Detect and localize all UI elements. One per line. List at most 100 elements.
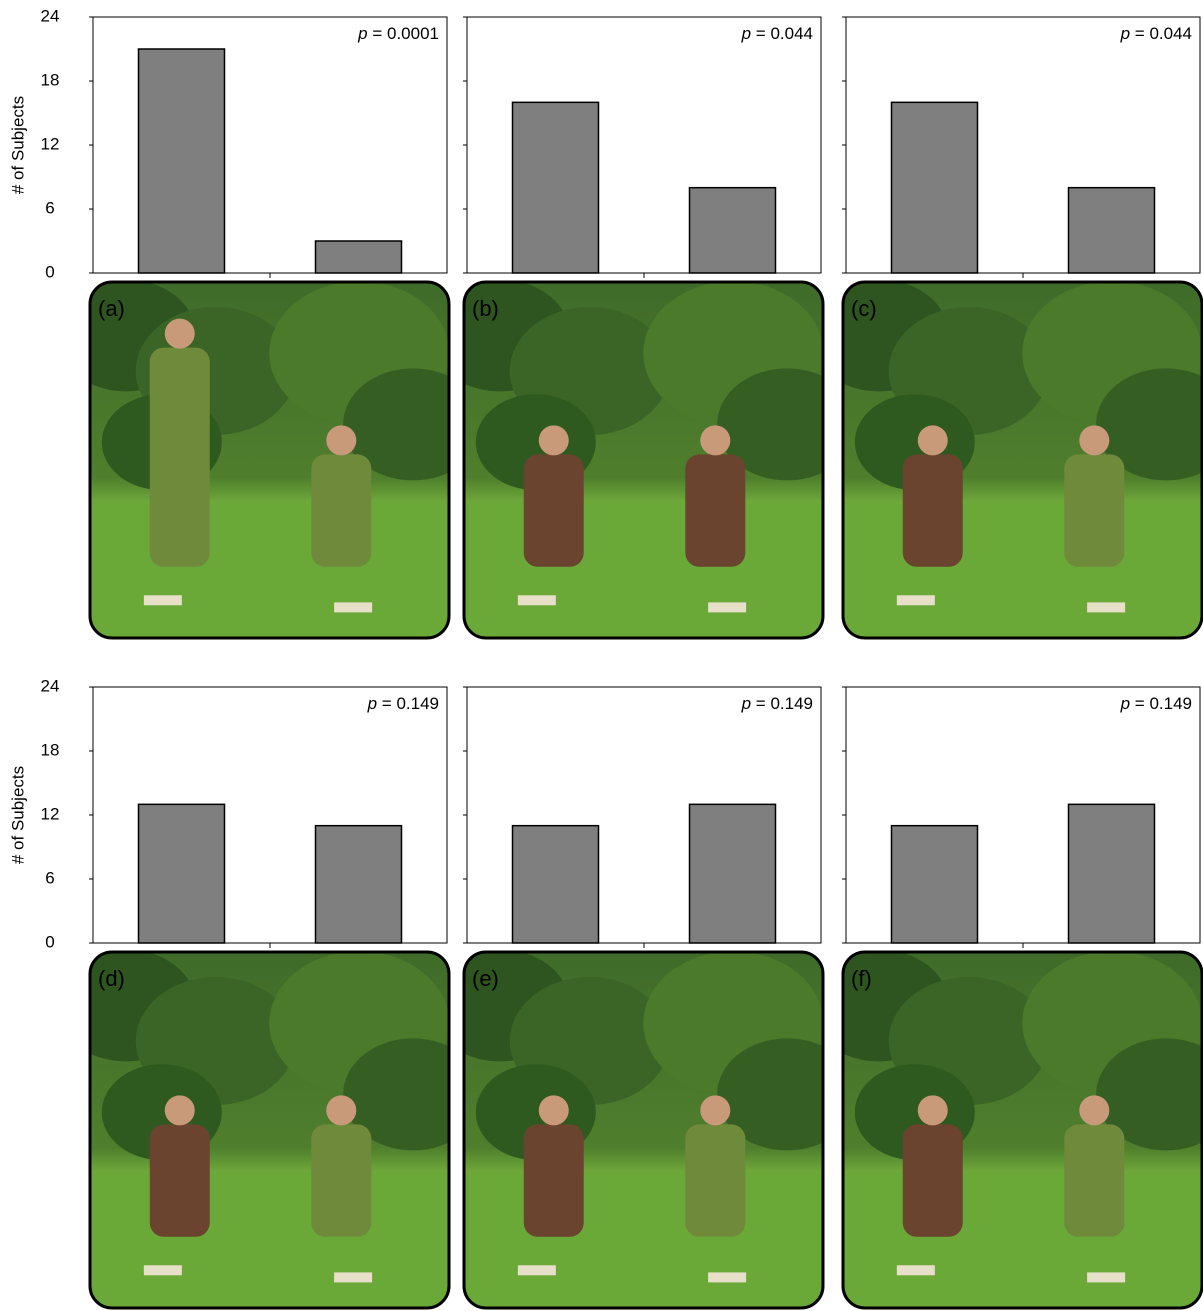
person-body	[902, 1124, 963, 1237]
annotation-text: = 0.149	[756, 694, 813, 713]
person-head	[1079, 1095, 1110, 1126]
photo-content	[843, 282, 1202, 638]
person-head	[164, 318, 195, 349]
photo-frame	[841, 950, 1203, 1310]
bar	[137, 803, 226, 944]
person-body	[149, 1124, 210, 1237]
person-head	[700, 425, 731, 456]
y-tick-label: 6	[45, 868, 54, 887]
y-tick-label: 6	[45, 198, 54, 217]
photo-content	[90, 282, 449, 638]
person-head	[538, 425, 569, 456]
y-tick-label: 0	[45, 932, 54, 951]
lawn	[843, 1172, 1202, 1308]
panel-label: (c)	[851, 296, 877, 321]
annotation: p = 0.149	[741, 694, 813, 713]
marker-card	[143, 1265, 182, 1276]
person-body	[523, 454, 584, 567]
photo: (c)	[841, 280, 1203, 640]
person-head	[326, 1095, 357, 1126]
lawn	[90, 1172, 449, 1308]
bar	[890, 101, 979, 274]
marker-card	[896, 1265, 935, 1276]
marker-card	[1087, 1272, 1126, 1283]
bar	[1067, 186, 1156, 274]
photo-frame	[462, 950, 825, 1310]
bar	[890, 824, 979, 944]
photo: (e)	[462, 950, 825, 1310]
marker-card	[708, 1272, 747, 1283]
photo-frame	[462, 280, 825, 640]
lawn	[464, 502, 823, 638]
bar	[314, 824, 403, 944]
person-body	[1064, 454, 1125, 567]
y-tick-label: 24	[41, 6, 60, 25]
annotation-symbol: p	[1120, 24, 1130, 43]
annotation-text: = 0.149	[382, 694, 439, 713]
marker-card	[708, 602, 747, 613]
annotation: p = 0.044	[741, 24, 813, 43]
photo-content	[90, 952, 449, 1308]
bar	[511, 101, 600, 274]
marker-card	[517, 595, 556, 606]
panel-label: (d)	[98, 966, 125, 991]
person-body	[685, 454, 746, 567]
annotation-text: = 0.044	[756, 24, 813, 43]
person-head	[164, 1095, 195, 1126]
person-body	[311, 454, 372, 567]
marker-card	[1087, 602, 1126, 613]
person-head	[1079, 425, 1110, 456]
annotation-symbol: p	[741, 24, 751, 43]
photo-frame	[88, 280, 451, 640]
annotation: p = 0.149	[367, 694, 439, 713]
photo-content	[464, 282, 823, 638]
person-head	[917, 425, 948, 456]
y-tick-label: 0	[45, 262, 54, 281]
marker-card	[334, 602, 373, 613]
marker-card	[143, 595, 182, 606]
panel-label: (f)	[851, 966, 872, 991]
bar	[688, 186, 777, 274]
person-head	[326, 425, 357, 456]
bar	[1067, 803, 1156, 944]
bar	[688, 803, 777, 944]
person-head	[917, 1095, 948, 1126]
marker-card	[517, 1265, 556, 1276]
person-head	[538, 1095, 569, 1126]
lawn	[843, 502, 1202, 638]
photo: (d)	[88, 950, 451, 1310]
bar	[314, 240, 403, 274]
panel-label: (a)	[98, 296, 125, 321]
annotation-symbol: p	[367, 694, 377, 713]
annotation: p = 0.044	[1120, 24, 1192, 43]
photo: (b)	[462, 280, 825, 640]
annotation-text: = 0.0001	[372, 24, 439, 43]
annotation-text: = 0.149	[1135, 694, 1192, 713]
photo-frame	[841, 280, 1203, 640]
annotation-symbol: p	[741, 694, 751, 713]
photo-frame	[88, 950, 451, 1310]
bar	[511, 824, 600, 944]
panel-label: (b)	[472, 296, 499, 321]
annotation-symbol: p	[1120, 694, 1130, 713]
annotation-text: = 0.044	[1135, 24, 1192, 43]
person-body	[149, 347, 210, 567]
marker-card	[896, 595, 935, 606]
photo: (f)	[841, 950, 1203, 1310]
person-body	[902, 454, 963, 567]
person-body	[311, 1124, 372, 1237]
person-head	[700, 1095, 731, 1126]
y-axis-title: # of Subjects	[8, 766, 27, 864]
person-body	[1064, 1124, 1125, 1237]
panel-label: (e)	[472, 966, 499, 991]
y-tick-label: 24	[41, 676, 60, 695]
lawn	[90, 502, 449, 638]
annotation: p = 0.149	[1120, 694, 1192, 713]
annotation-symbol: p	[357, 24, 367, 43]
person-body	[523, 1124, 584, 1237]
annotation: p = 0.0001	[357, 24, 439, 43]
y-tick-label: 12	[41, 804, 60, 823]
y-tick-label: 18	[41, 70, 60, 89]
photo-content	[464, 952, 823, 1308]
